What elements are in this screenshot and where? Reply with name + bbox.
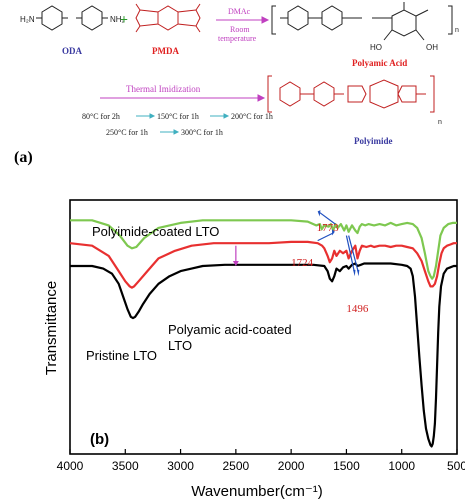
arrow-1496-a-head: [353, 269, 356, 277]
polyimide-label: Polyimide: [354, 136, 393, 146]
x-tick-label-4000: 4000: [57, 459, 84, 473]
step-4: 250°C for 1h: [106, 128, 148, 137]
annotation-1773: 1773: [317, 222, 340, 234]
oda-label: ODA: [62, 46, 83, 56]
x-tick-label-3500: 3500: [112, 459, 139, 473]
amine-label-right: NH₂: [110, 15, 125, 24]
polyamic-acid-structure: [271, 2, 453, 41]
repeat-unit-pa: n: [455, 27, 459, 34]
x-tick-label-1000: 1000: [388, 459, 415, 473]
amine-label-left: H₂N: [20, 15, 35, 24]
arrow-1496-b-head: [356, 269, 360, 277]
x-tick-label-3000: 3000: [167, 459, 194, 473]
arrow-1773: [319, 212, 336, 225]
x-axis-ticks: 4000 3500 3000 2500 2000 1500 1000 500: [57, 449, 465, 473]
repeat-unit: n: [438, 119, 442, 126]
arrow-1-bottom-1: Room: [230, 25, 250, 34]
series-line-0: [70, 219, 457, 280]
reaction-scheme: [36, 2, 453, 135]
x-tick-label-2500: 2500: [223, 459, 250, 473]
arrow-1773-head: [317, 210, 321, 217]
oh-label-1: HO: [370, 43, 382, 52]
x-tick-label-1500: 1500: [333, 459, 360, 473]
arrow-1-top: DMAc: [228, 7, 251, 16]
step-1: 80°C for 2h: [82, 112, 120, 121]
label-pristine: Pristine LTO: [86, 348, 157, 363]
annotations: 1773 1724 1496: [232, 210, 369, 315]
y-axis-label: Transmittance: [43, 281, 60, 375]
step-2: 150°C for 1h: [157, 112, 199, 121]
ftir-chart: 4000 3500 3000 2500 2000 1500 1000 500 1773 1724…: [43, 199, 465, 500]
polyamic-acid-label: Polyamic Acid: [352, 58, 407, 68]
pmda-label: PMDA: [152, 46, 179, 56]
plot-frame: [69, 199, 458, 455]
plus-sign: +: [120, 13, 128, 28]
panel-label-a: (a): [14, 149, 33, 166]
step-5: 300°C for 1h: [181, 128, 223, 137]
arrow-1724: [317, 232, 334, 242]
step-3: 200°C for 1h: [231, 112, 273, 121]
step-arrows: [136, 113, 230, 135]
series-line-2: [70, 262, 457, 448]
label-polyamic-acid-coated: Polyamic acid-coated: [168, 322, 292, 337]
panel-label-b: (b): [90, 431, 109, 448]
purple-arrow-head: [232, 260, 239, 267]
x-axis-label: Wavenumber(cm⁻¹): [191, 483, 323, 500]
arrow-2-label: Thermal Imidization: [126, 84, 201, 94]
pmda-structure: [135, 3, 201, 33]
polyimide-structure: [267, 75, 435, 113]
label-polyimide-coated: Polyimide-coated LTO: [92, 224, 219, 239]
arrow-1-bottom-2: temperature: [218, 34, 257, 43]
arrow-1496-b: [348, 235, 359, 272]
arrow-1496-a: [345, 235, 355, 272]
oh-label-2: OH: [426, 43, 438, 52]
x-tick-label-2000: 2000: [278, 459, 305, 473]
annotation-1496: 1496: [346, 303, 369, 315]
label-polyamic-acid-lto: LTO: [168, 338, 192, 353]
annotation-1724: 1724: [291, 257, 314, 269]
x-tick-label-500: 500: [447, 459, 465, 473]
arrow-1724-head: [332, 229, 335, 236]
oda-structure: [36, 5, 108, 31]
